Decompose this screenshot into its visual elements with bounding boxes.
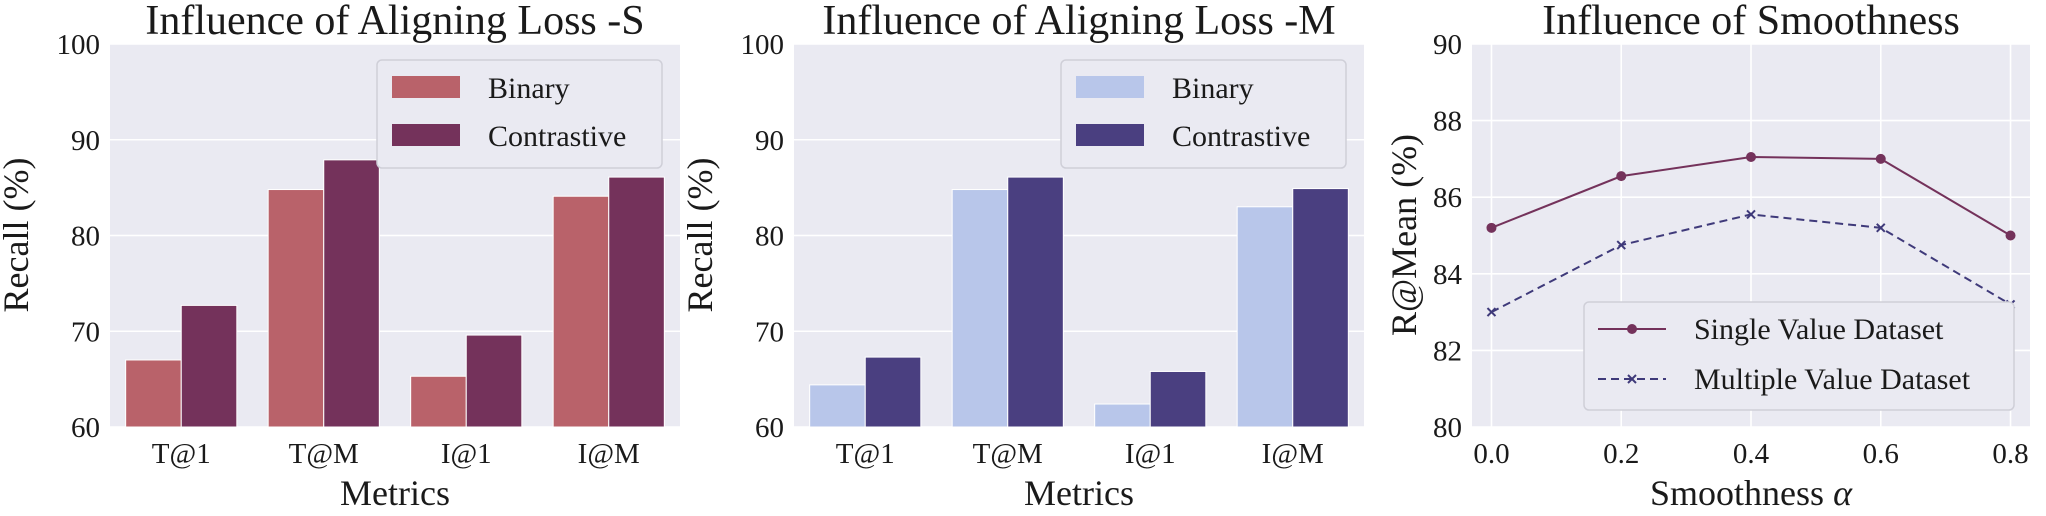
y-tick-label: 70 [755,316,784,348]
y-axis-label: R@Mean (%) [1384,134,1424,336]
y-tick-label: 70 [71,316,100,348]
y-tick-labels: 60 70 80 90 100 [57,29,101,444]
x-tick-label: 0.0 [1473,438,1509,470]
x-tick-label: 0.2 [1603,438,1639,470]
y-tick-label: 60 [755,412,784,444]
bar-binary-i-at-1 [410,375,467,428]
y-axis-label: Recall (%) [0,158,36,313]
bar-binary-t-at-m [951,189,1009,428]
legend-swatch-binary [392,76,460,98]
x-tick-label: I@1 [441,438,492,470]
y-tick-labels: 80 82 84 86 88 90 [1433,29,1463,444]
chart-panel-aligning-loss-s: 60 70 80 90 100 T@1 T@M I@1 I@M Influence of Al… [0,0,680,513]
x-tick-label: T@M [289,438,359,470]
x-tick-label: I@M [578,438,640,470]
y-tick-label: 80 [71,221,100,253]
alpha-symbol: α [1833,473,1853,513]
legend-swatch-contrastive [1076,124,1144,146]
legend-label-contrastive: Contrastive [488,120,626,153]
y-tick-label: 80 [1433,412,1462,444]
chart-panel-smoothness: 80 82 84 86 88 90 0.0 0.2 0.4 0.6 0.8 Influence o… [1384,0,2030,513]
y-tick-label: 84 [1433,259,1463,291]
y-tick-label: 60 [71,412,100,444]
bar-binary-i-at-1 [1094,403,1151,428]
y-tick-label: 82 [1433,335,1462,367]
legend: Binary Contrastive [1060,59,1347,169]
legend-label-contrastive: Contrastive [1172,120,1310,153]
y-axis-label: Recall (%) [680,158,720,313]
x-tick-label: T@1 [152,438,211,470]
y-tick-label: 90 [1433,29,1462,61]
bar-binary-t-at-1 [809,384,866,428]
bar-contrastive-i-at-m [608,176,665,428]
x-tick-label: 0.4 [1733,438,1770,470]
chart-title: Influence of Smoothness [1542,0,1960,44]
data-point [1876,223,1886,233]
bar-binary-t-at-1 [125,359,182,428]
data-point [1746,209,1756,220]
x-tick-label: 0.6 [1863,438,1899,470]
x-axis-label: Metrics [340,473,450,513]
bar-binary-i-at-m [1236,206,1294,428]
y-tick-label: 100 [57,29,101,61]
bar-binary-t-at-m [267,189,325,428]
data-point [1486,307,1497,317]
legend-label-multiple: Multiple Value Dataset [1694,363,1971,396]
data-point [1486,222,1497,233]
legend: Binary Contrastive [376,59,663,169]
x-tick-label: T@1 [836,438,895,470]
bar-contrastive-t-at-1 [864,356,922,428]
x-tick-label: I@M [1262,438,1324,470]
x-axis-label: Smoothness α [1650,473,1853,513]
y-tick-label: 88 [1433,106,1462,138]
bar-contrastive-t-at-1 [180,304,238,428]
x-tick-label: 0.8 [1992,438,2028,470]
legend-label-binary: Binary [488,72,570,105]
legend-label-binary: Binary [1172,72,1254,105]
chart-panel-aligning-loss-m: 60 70 80 90 100 T@1 T@M I@1 I@M Influence of Al… [680,0,1364,513]
legend-marker-multiple [1627,374,1637,384]
bar-contrastive-i-at-1 [1149,370,1207,428]
x-axis-label-text: Smoothness [1650,473,1824,513]
legend-label-single: Single Value Dataset [1694,313,1944,346]
legend-swatch-contrastive [392,124,460,146]
y-tick-labels: 60 70 80 90 100 [741,29,785,444]
legend: Single Value Dataset Multiple Value Data… [1583,301,2015,411]
x-axis-label: Metrics [1024,473,1134,513]
data-point [1616,240,1626,250]
y-tick-label: 100 [741,29,785,61]
data-point [1746,151,1756,162]
bar-contrastive-i-at-m [1292,188,1349,428]
bar-binary-i-at-m [552,195,610,428]
data-point [2005,230,2016,241]
legend-swatch-binary [1076,76,1144,98]
bar-contrastive-i-at-1 [465,334,523,428]
data-point [1616,171,1627,182]
x-tick-label: T@M [973,438,1043,470]
x-tick-label: I@1 [1125,438,1176,470]
bar-contrastive-t-at-m [1007,176,1064,428]
y-tick-label: 90 [755,125,784,157]
bars [809,176,1349,428]
y-tick-label: 80 [755,221,784,253]
chart-title: Influence of Aligning Loss -S [145,0,644,44]
bars [125,159,665,428]
y-tick-label: 90 [71,125,100,157]
legend-box [1583,301,2015,411]
x-tick-labels: 0.0 0.2 0.4 0.6 0.8 [1473,438,2028,470]
bar-contrastive-t-at-m [323,159,380,428]
data-point [1875,153,1886,164]
legend-marker-single [1627,324,1637,334]
chart-title: Influence of Aligning Loss -M [822,0,1335,44]
x-tick-labels: T@1 T@M I@1 I@M [152,438,640,470]
x-tick-labels: T@1 T@M I@1 I@M [836,438,1324,470]
y-tick-label: 86 [1433,182,1462,214]
